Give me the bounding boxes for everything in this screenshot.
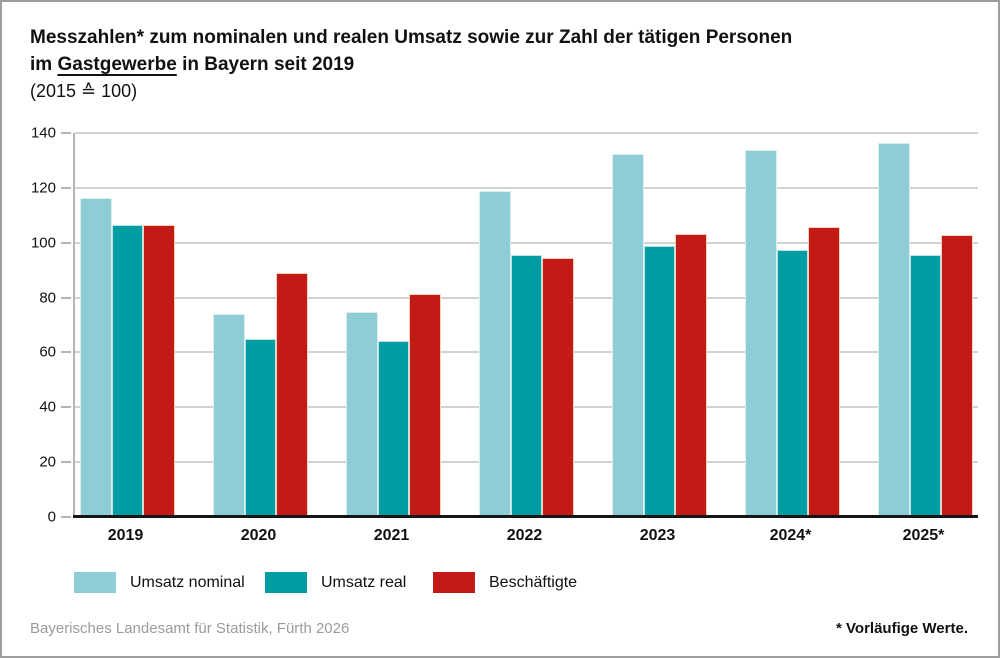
bar-umsatz-real [909,254,942,517]
bar-group [346,294,442,517]
x-axis-label: 2019 [107,527,144,544]
y-axis-label: 20 [39,453,56,471]
bar-beschaeftigte [675,233,708,517]
x-axis-label: 2025* [902,527,945,544]
y-axis-label: 40 [39,398,56,416]
chart-title: Messzahlen* zum nominalen und realen Ums… [30,24,792,105]
x-axis-line [73,515,978,518]
bar-umsatz-real [510,255,543,517]
bar-umsatz-real [643,245,676,517]
bar-group [878,142,974,517]
y-axis-tick [61,186,71,189]
y-axis-tick [61,351,71,354]
bar-beschaeftigte [143,224,176,517]
bar-beschaeftigte [542,257,575,517]
legend-label-umsatz-real: Umsatz real [321,573,407,591]
y-axis-label: 60 [39,343,56,361]
legend-item-umsatz-real: Umsatz real [265,572,406,593]
x-axis-label: 2020 [240,527,277,544]
y-axis-label: 0 [47,508,56,526]
bar-beschaeftigte [409,294,442,517]
bar-umsatz-real [377,340,410,517]
bar-umsatz-nominal [878,142,910,517]
gridline [75,132,978,134]
chart-title-line2-prefix: im [30,54,53,75]
bar-beschaeftigte [941,234,974,517]
bar-umsatz-nominal [213,314,245,517]
y-axis-tick [61,241,71,244]
chart-title-line2-suffix: in Bayern seit 2019 [182,54,355,75]
plot-area [73,132,978,518]
y-axis-label: 80 [39,289,56,307]
legend-label-beschaeftigte: Beschäftigte [489,573,578,591]
legend-swatch-umsatz-real [265,572,307,593]
bar-group [479,190,575,517]
chart-subtitle-index-base: (2015 ≙ 100) [30,81,138,101]
legend: Umsatz nominal Umsatz real Beschäftigte [2,572,998,598]
legend-label-umsatz-nominal: Umsatz nominal [130,573,245,591]
legend-item-beschaeftigte: Beschäftigte [433,572,577,593]
y-axis-label: 140 [30,124,56,142]
legend-item-umsatz-nominal: Umsatz nominal [74,572,245,593]
bar-beschaeftigte [276,272,309,517]
chart-title-gastgewerbe-underlined: Gastgewerbe [57,54,177,75]
y-axis-tick [61,516,71,518]
chart-title-line1: Messzahlen* zum nominalen und realen Ums… [30,24,792,51]
gridline [75,186,978,189]
chart-title-line2: im Gastgewerbe in Bayern seit 2019 [30,51,792,78]
bar-groups [75,133,978,517]
x-axis-labels: 2019 2020 2021 2022 2023 2024* 2025* [73,527,976,545]
gridline [75,241,978,244]
x-axis-label: 2022 [506,527,543,544]
y-axis-tick [61,406,71,409]
bar-umsatz-nominal [479,190,511,517]
y-axis-tick [61,132,71,134]
y-axis-tick [61,296,71,299]
y-axis-label: 100 [30,234,56,252]
bar-umsatz-nominal [80,197,112,517]
bar-umsatz-nominal [346,312,378,517]
bar-group [745,150,841,517]
bar-umsatz-nominal [745,150,777,517]
x-axis-label: 2023 [639,527,676,544]
legend-swatch-umsatz-nominal [74,572,116,593]
x-axis-label: 2024* [769,527,812,544]
y-axis: 0 20 40 60 80 100 120 140 [2,126,73,525]
bar-umsatz-real [776,250,809,517]
bar-group [80,197,176,517]
chart-title-line1-text: Messzahlen* zum nominalen und realen Ums… [30,27,793,48]
legend-swatch-beschaeftigte [433,572,475,593]
bar-beschaeftigte [808,226,841,517]
bar-group [213,272,309,517]
bar-group [612,153,708,517]
bar-chart: 0 20 40 60 80 100 120 140 2019 2020 2021 2022 2023 2… [2,126,998,544]
source-credit: Bayerisches Landesamt für Statistik, Für… [30,620,350,637]
bar-umsatz-real [244,338,277,517]
x-axis-label: 2021 [373,527,410,544]
bar-umsatz-nominal [612,153,644,517]
y-axis-label: 120 [30,179,56,197]
y-axis-tick [61,461,71,464]
preliminary-values-footnote: * Vorläufige Werte. [836,620,968,637]
bar-umsatz-real [111,224,144,517]
